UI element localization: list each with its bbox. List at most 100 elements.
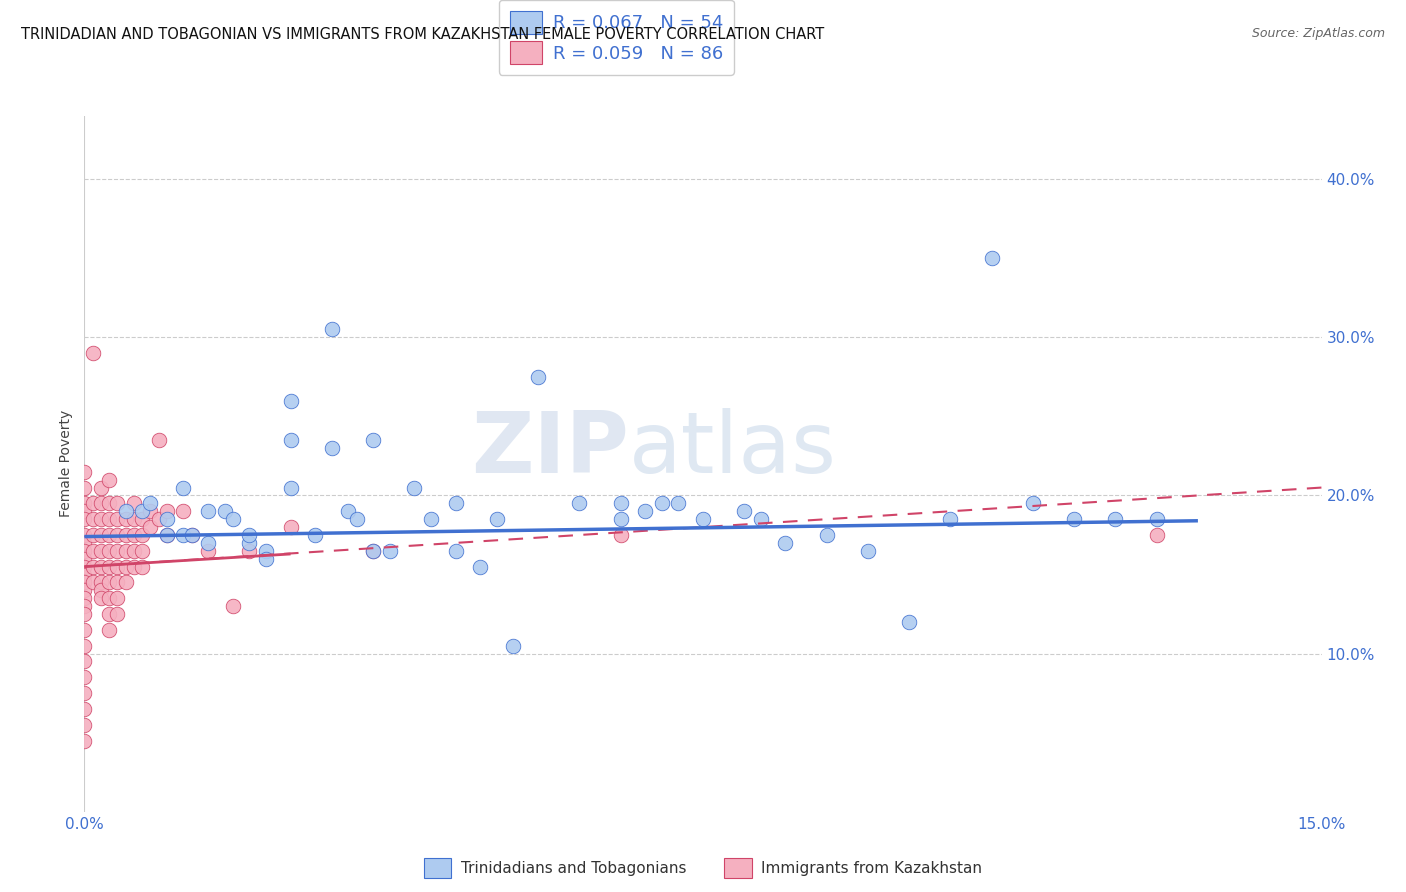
- Point: [114, 504, 136, 518]
- Point: [378, 543, 401, 558]
- Point: [73, 670, 96, 684]
- Point: [939, 512, 962, 526]
- Point: [898, 615, 921, 629]
- Point: [122, 559, 145, 574]
- Point: [148, 512, 170, 526]
- Point: [156, 504, 179, 518]
- Point: [90, 512, 112, 526]
- Point: [73, 591, 96, 606]
- Point: [73, 733, 96, 747]
- Point: [82, 528, 104, 542]
- Point: [73, 528, 96, 542]
- Point: [73, 551, 96, 566]
- Point: [609, 512, 631, 526]
- Point: [238, 528, 260, 542]
- Point: [105, 496, 128, 510]
- Point: [73, 655, 96, 669]
- Point: [856, 543, 879, 558]
- Point: [105, 528, 128, 542]
- Point: [197, 543, 219, 558]
- Point: [90, 575, 112, 590]
- Point: [98, 473, 121, 487]
- Point: [361, 543, 384, 558]
- Point: [73, 481, 96, 495]
- Point: [98, 512, 121, 526]
- Point: [280, 433, 302, 447]
- Point: [148, 433, 170, 447]
- Point: [114, 512, 136, 526]
- Point: [444, 496, 467, 510]
- Point: [172, 528, 194, 542]
- Point: [609, 496, 631, 510]
- Point: [815, 528, 838, 542]
- Point: [73, 536, 96, 550]
- Point: [156, 528, 179, 542]
- Point: [1022, 496, 1045, 510]
- Point: [361, 543, 384, 558]
- Point: [122, 512, 145, 526]
- Point: [197, 504, 219, 518]
- Point: [122, 543, 145, 558]
- Point: [73, 512, 96, 526]
- Point: [980, 252, 1002, 266]
- Point: [1104, 512, 1126, 526]
- Point: [98, 543, 121, 558]
- Point: [82, 559, 104, 574]
- Point: [749, 512, 772, 526]
- Point: [502, 639, 524, 653]
- Point: [337, 504, 360, 518]
- Y-axis label: Female Poverty: Female Poverty: [59, 410, 73, 517]
- Point: [254, 543, 277, 558]
- Point: [105, 559, 128, 574]
- Point: [73, 599, 96, 614]
- Point: [82, 543, 104, 558]
- Point: [254, 551, 277, 566]
- Point: [131, 512, 153, 526]
- Point: [82, 512, 104, 526]
- Point: [280, 481, 302, 495]
- Point: [321, 322, 343, 336]
- Point: [775, 536, 797, 550]
- Point: [419, 512, 441, 526]
- Point: [733, 504, 755, 518]
- Point: [361, 433, 384, 447]
- Point: [692, 512, 714, 526]
- Point: [73, 686, 96, 700]
- Point: [73, 717, 96, 731]
- Point: [470, 559, 492, 574]
- Point: [321, 441, 343, 455]
- Point: [122, 496, 145, 510]
- Point: [609, 528, 631, 542]
- Point: [1146, 512, 1168, 526]
- Point: [444, 543, 467, 558]
- Point: [98, 559, 121, 574]
- Point: [139, 520, 162, 534]
- Point: [172, 481, 194, 495]
- Point: [238, 536, 260, 550]
- Point: [122, 528, 145, 542]
- Point: [82, 496, 104, 510]
- Point: [568, 496, 591, 510]
- Point: [280, 520, 302, 534]
- Point: [98, 591, 121, 606]
- Point: [346, 512, 368, 526]
- Legend: Trinidadians and Tobagonians, Immigrants from Kazakhstan: Trinidadians and Tobagonians, Immigrants…: [418, 852, 988, 884]
- Point: [73, 583, 96, 598]
- Point: [73, 639, 96, 653]
- Point: [90, 543, 112, 558]
- Point: [73, 575, 96, 590]
- Point: [222, 599, 245, 614]
- Point: [98, 528, 121, 542]
- Point: [82, 346, 104, 360]
- Point: [73, 623, 96, 637]
- Point: [98, 607, 121, 621]
- Point: [280, 393, 302, 408]
- Point: [131, 543, 153, 558]
- Point: [98, 496, 121, 510]
- Point: [222, 512, 245, 526]
- Point: [90, 559, 112, 574]
- Point: [90, 583, 112, 598]
- Point: [105, 543, 128, 558]
- Point: [105, 575, 128, 590]
- Text: Source: ZipAtlas.com: Source: ZipAtlas.com: [1251, 27, 1385, 40]
